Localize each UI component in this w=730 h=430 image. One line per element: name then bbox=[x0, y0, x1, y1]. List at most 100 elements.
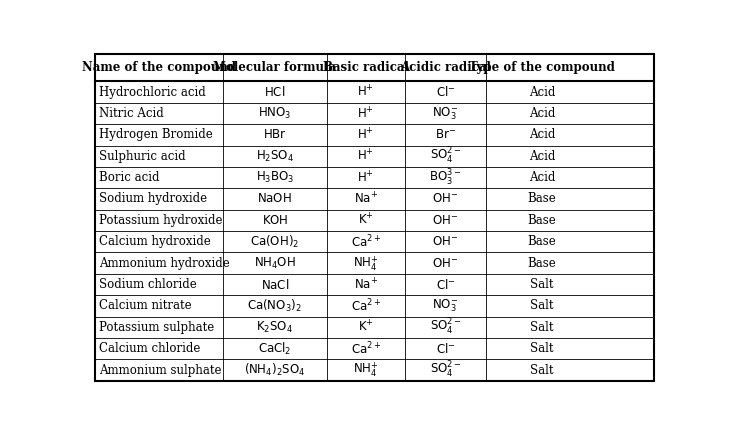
Bar bbox=[223, 231, 326, 252]
Bar bbox=[223, 210, 326, 231]
Bar bbox=[326, 274, 405, 295]
Text: $\mathrm{NH}_{4}^{+}$: $\mathrm{NH}_{4}^{+}$ bbox=[353, 254, 378, 273]
Bar bbox=[326, 231, 405, 252]
Text: $\mathrm{H}^{+}$: $\mathrm{H}^{+}$ bbox=[357, 170, 374, 185]
Text: $\mathrm{KOH}$: $\mathrm{KOH}$ bbox=[261, 214, 288, 227]
Text: Sodium chloride: Sodium chloride bbox=[99, 278, 197, 291]
Text: $\mathrm{Cl}^{-}$: $\mathrm{Cl}^{-}$ bbox=[436, 277, 456, 292]
Bar bbox=[95, 274, 223, 295]
Text: $\mathrm{OH}^{-}$: $\mathrm{OH}^{-}$ bbox=[432, 235, 458, 248]
Text: Salt: Salt bbox=[530, 321, 553, 334]
Bar bbox=[486, 54, 598, 81]
Text: Calcium nitrate: Calcium nitrate bbox=[99, 299, 192, 312]
Bar bbox=[405, 274, 486, 295]
Bar bbox=[486, 210, 598, 231]
Bar bbox=[223, 145, 326, 167]
Bar bbox=[95, 54, 223, 81]
Text: $\mathrm{SO}_{4}^{2-}$: $\mathrm{SO}_{4}^{2-}$ bbox=[429, 360, 461, 380]
Text: Molecular formula: Molecular formula bbox=[213, 61, 337, 74]
Bar bbox=[326, 316, 405, 338]
Bar bbox=[405, 188, 486, 210]
Bar bbox=[326, 167, 405, 188]
Text: Potassium hydroxide: Potassium hydroxide bbox=[99, 214, 223, 227]
Text: Base: Base bbox=[528, 214, 556, 227]
Text: $\mathrm{OH}^{-}$: $\mathrm{OH}^{-}$ bbox=[432, 214, 458, 227]
Text: $\mathrm{NH}_{4}^{+}$: $\mathrm{NH}_{4}^{+}$ bbox=[353, 361, 378, 379]
Bar bbox=[223, 359, 326, 381]
Text: Acidic radical: Acidic radical bbox=[400, 61, 491, 74]
Bar bbox=[405, 81, 486, 103]
Bar bbox=[486, 188, 598, 210]
Text: $\mathrm{NH}_{4}\mathrm{OH}$: $\mathrm{NH}_{4}\mathrm{OH}$ bbox=[254, 255, 296, 270]
Bar bbox=[405, 103, 486, 124]
Bar bbox=[486, 338, 598, 359]
Text: $\mathrm{Ca(OH)}_{2}$: $\mathrm{Ca(OH)}_{2}$ bbox=[250, 233, 299, 250]
Bar bbox=[326, 252, 405, 274]
Bar bbox=[486, 145, 598, 167]
Bar bbox=[405, 231, 486, 252]
Bar bbox=[486, 316, 598, 338]
Bar bbox=[405, 124, 486, 145]
Bar bbox=[95, 103, 223, 124]
Bar bbox=[326, 54, 405, 81]
Text: $\mathrm{Ca}^{2+}$: $\mathrm{Ca}^{2+}$ bbox=[350, 341, 381, 357]
Text: Salt: Salt bbox=[530, 363, 553, 377]
Text: Acid: Acid bbox=[529, 171, 555, 184]
Text: Ammonium hydroxide: Ammonium hydroxide bbox=[99, 257, 230, 270]
Bar bbox=[486, 231, 598, 252]
Bar bbox=[326, 210, 405, 231]
Text: $\mathrm{H}^{+}$: $\mathrm{H}^{+}$ bbox=[357, 127, 374, 142]
Bar bbox=[405, 359, 486, 381]
Text: $\mathrm{Na}^{+}$: $\mathrm{Na}^{+}$ bbox=[353, 277, 378, 292]
Text: Salt: Salt bbox=[530, 278, 553, 291]
Text: Base: Base bbox=[528, 257, 556, 270]
Text: $\mathrm{BO}_{3}^{3-}$: $\mathrm{BO}_{3}^{3-}$ bbox=[429, 168, 461, 187]
Bar bbox=[405, 295, 486, 316]
Bar bbox=[223, 81, 326, 103]
Text: Acid: Acid bbox=[529, 107, 555, 120]
Bar bbox=[95, 359, 223, 381]
Text: Calcium hydroxide: Calcium hydroxide bbox=[99, 235, 211, 248]
Text: Salt: Salt bbox=[530, 299, 553, 312]
Bar bbox=[95, 81, 223, 103]
Text: Sulphuric acid: Sulphuric acid bbox=[99, 150, 186, 163]
Text: Acid: Acid bbox=[529, 150, 555, 163]
Bar bbox=[405, 54, 486, 81]
Text: Nitric Acid: Nitric Acid bbox=[99, 107, 164, 120]
Text: Hydrogen Bromide: Hydrogen Bromide bbox=[99, 129, 213, 141]
Bar bbox=[405, 338, 486, 359]
Bar bbox=[223, 274, 326, 295]
Bar bbox=[405, 167, 486, 188]
Bar bbox=[95, 188, 223, 210]
Text: $\mathrm{K}^{+}$: $\mathrm{K}^{+}$ bbox=[358, 213, 374, 228]
Bar bbox=[486, 252, 598, 274]
Text: $\mathrm{HBr}$: $\mathrm{HBr}$ bbox=[263, 129, 287, 141]
Bar bbox=[326, 338, 405, 359]
Bar bbox=[326, 188, 405, 210]
Bar bbox=[326, 81, 405, 103]
Text: $\mathrm{OH}^{-}$: $\mathrm{OH}^{-}$ bbox=[432, 193, 458, 206]
Text: Base: Base bbox=[528, 235, 556, 248]
Bar bbox=[223, 167, 326, 188]
Bar bbox=[95, 316, 223, 338]
Bar bbox=[223, 338, 326, 359]
Bar bbox=[405, 316, 486, 338]
Text: $\mathrm{NO}_{3}^{-}$: $\mathrm{NO}_{3}^{-}$ bbox=[432, 105, 458, 122]
Text: $\mathrm{Ca}^{2+}$: $\mathrm{Ca}^{2+}$ bbox=[350, 298, 381, 314]
Text: $\mathrm{H}^{+}$: $\mathrm{H}^{+}$ bbox=[357, 84, 374, 100]
Text: $\mathrm{K}^{+}$: $\mathrm{K}^{+}$ bbox=[358, 319, 374, 335]
Text: $\mathrm{Cl}^{-}$: $\mathrm{Cl}^{-}$ bbox=[436, 342, 456, 356]
Text: Hydrochloric acid: Hydrochloric acid bbox=[99, 86, 206, 98]
Text: Name of the compound: Name of the compound bbox=[82, 61, 236, 74]
Text: $(\mathrm{NH}_{4})_{2}\mathrm{SO}_{4}$: $(\mathrm{NH}_{4})_{2}\mathrm{SO}_{4}$ bbox=[245, 362, 306, 378]
Bar bbox=[405, 210, 486, 231]
Text: $\mathrm{H}^{+}$: $\mathrm{H}^{+}$ bbox=[357, 106, 374, 121]
Bar bbox=[405, 252, 486, 274]
Bar bbox=[326, 103, 405, 124]
Text: $\mathrm{NO}_{3}^{-}$: $\mathrm{NO}_{3}^{-}$ bbox=[432, 298, 458, 314]
Text: Potassium sulphate: Potassium sulphate bbox=[99, 321, 215, 334]
Bar bbox=[486, 103, 598, 124]
Bar bbox=[95, 338, 223, 359]
Text: Type of the compound: Type of the compound bbox=[469, 61, 615, 74]
Text: $\mathrm{Cl}^{-}$: $\mathrm{Cl}^{-}$ bbox=[436, 85, 456, 99]
